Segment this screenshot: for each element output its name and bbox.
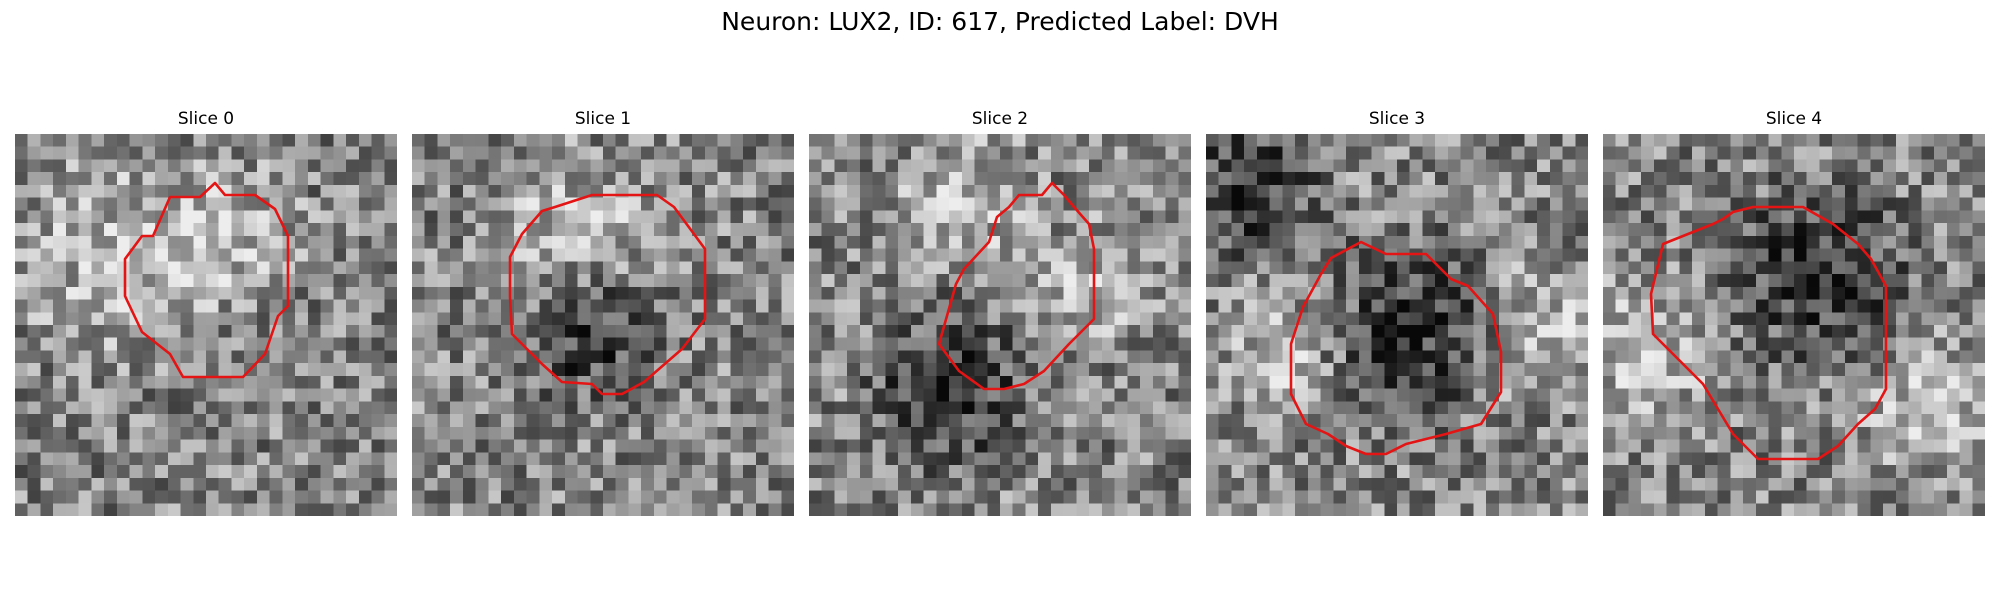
slice-panel-4: Slice 4 [1603, 108, 1985, 516]
slice-title: Slice 2 [971, 109, 1029, 129]
slice-title: Slice 0 [177, 109, 235, 129]
slice-image-3 [1206, 134, 1588, 516]
figure-title: Neuron: LUX2, ID: 617, Predicted Label: … [721, 7, 1279, 36]
neuron-outline [1289, 240, 1503, 456]
slice-panel-0: Slice 0 [15, 108, 397, 516]
slice-title: Slice 4 [1765, 109, 1823, 129]
slice-panel-1: Slice 1 [412, 108, 794, 516]
neuron-outline [123, 181, 290, 379]
neuron-outline [1649, 205, 1888, 461]
slice-panel-2: Slice 2 [809, 108, 1191, 516]
slice-image-2 [809, 134, 1191, 516]
slice-image-4 [1603, 134, 1985, 516]
slice-title: Slice 3 [1368, 109, 1426, 129]
slice-title: Slice 1 [574, 109, 632, 129]
neuron-outline [937, 181, 1096, 391]
slice-panel-3: Slice 3 [1206, 108, 1588, 516]
slice-image-0 [15, 134, 397, 516]
slice-image-1 [412, 134, 794, 516]
neuron-outline [508, 193, 707, 396]
